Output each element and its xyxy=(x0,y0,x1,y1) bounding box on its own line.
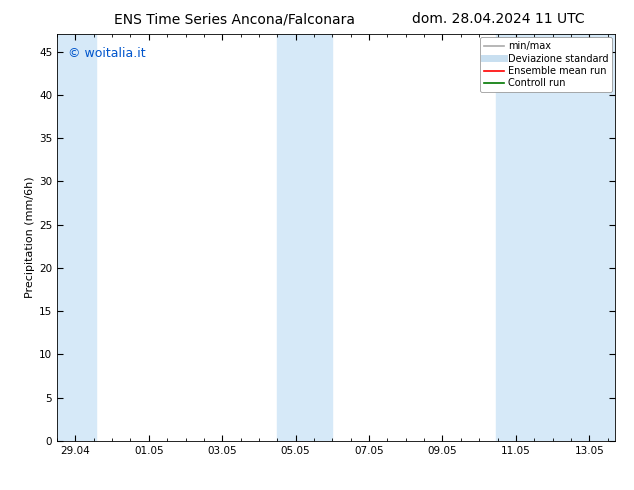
Text: ENS Time Series Ancona/Falconara: ENS Time Series Ancona/Falconara xyxy=(114,12,355,26)
Bar xyxy=(57,34,96,441)
Bar xyxy=(277,34,332,441)
Text: dom. 28.04.2024 11 UTC: dom. 28.04.2024 11 UTC xyxy=(412,12,585,26)
Y-axis label: Precipitation (mm/6h): Precipitation (mm/6h) xyxy=(25,177,35,298)
Text: © woitalia.it: © woitalia.it xyxy=(68,47,146,59)
Legend: min/max, Deviazione standard, Ensemble mean run, Controll run: min/max, Deviazione standard, Ensemble m… xyxy=(481,37,612,92)
Bar xyxy=(496,34,615,441)
